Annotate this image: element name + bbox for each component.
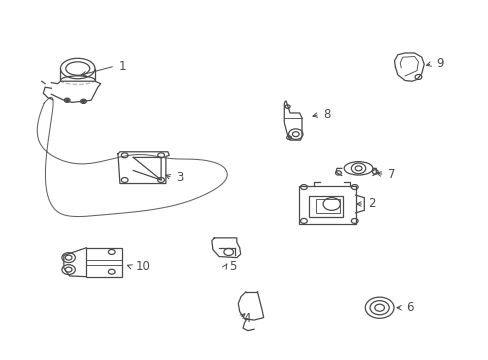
- Text: 7: 7: [387, 168, 395, 181]
- Text: 10: 10: [135, 260, 150, 273]
- Circle shape: [65, 99, 68, 101]
- Text: 8: 8: [323, 108, 330, 121]
- Text: 5: 5: [229, 260, 236, 273]
- Text: 3: 3: [176, 171, 183, 184]
- Bar: [299, 186, 355, 224]
- Bar: [308, 196, 343, 217]
- Text: 2: 2: [367, 198, 375, 211]
- Text: 6: 6: [406, 301, 413, 314]
- Text: 9: 9: [435, 57, 443, 70]
- Circle shape: [82, 100, 85, 102]
- Bar: [86, 248, 122, 277]
- Bar: [316, 199, 340, 213]
- Text: 1: 1: [119, 59, 126, 73]
- Text: 4: 4: [243, 312, 250, 325]
